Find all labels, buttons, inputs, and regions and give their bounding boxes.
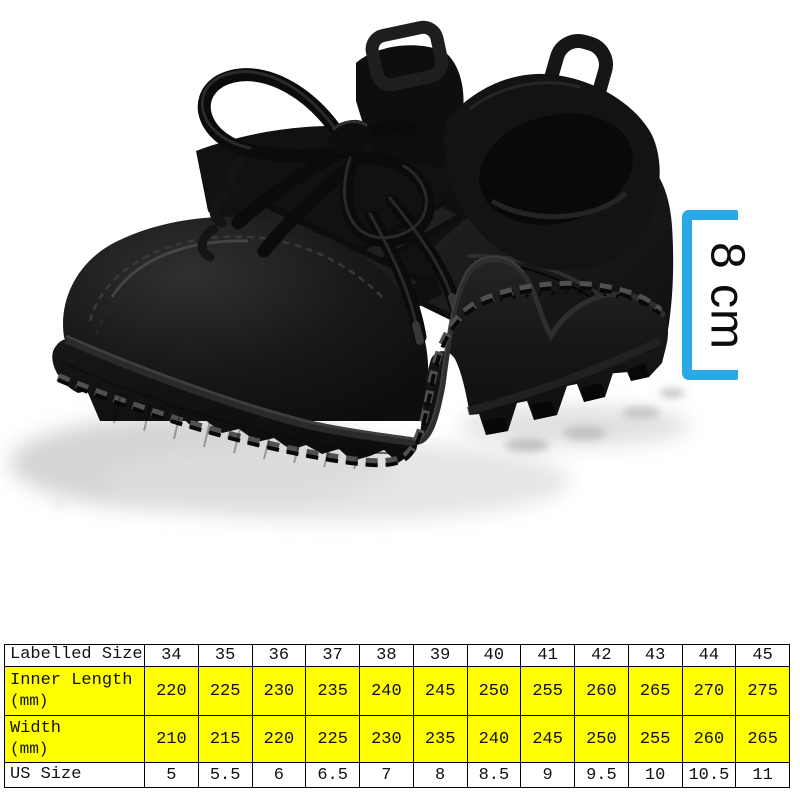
size-value-cell: 41 [520,644,575,667]
size-value-cell: 260 [681,715,737,763]
size-value-cell: 235 [305,666,360,716]
size-value-cell: 35 [197,644,253,667]
sole-stitching [56,280,663,468]
sole-tread [467,337,662,435]
product-photo-area: 8 cm [10,20,754,521]
size-value-cell: 45 [735,644,790,667]
size-value-cell: 34 [144,644,199,667]
size-value-cell: 260 [574,666,629,716]
toe-cap [63,216,429,421]
size-value-cell: 240 [466,715,522,763]
size-value-cell: 265 [627,666,683,716]
size-value-cell: 6 [251,762,307,788]
size-value-cell: 10.5 [681,762,737,788]
height-bracket [682,210,738,380]
size-value-cell: 11 [735,762,790,788]
sole-texture [113,396,361,470]
size-value-cell: 38 [359,644,414,667]
size-value-cell: 36 [251,644,307,667]
size-value-cell: 245 [412,666,468,716]
size-value-cell: 8.5 [466,762,522,788]
size-value-cell: 235 [412,715,468,763]
size-value-cell: 250 [574,715,629,763]
size-value-cell: 5.5 [197,762,253,788]
size-value-cell: 245 [520,715,575,763]
table-row: Width (mm) 210 215 220 225 230 235 240 245 250 255 2… [4,715,790,763]
size-value-cell: 220 [251,715,307,763]
size-value-cell: 225 [305,715,360,763]
size-value-cell: 230 [251,666,307,716]
table-row: Inner Length (mm) 220 225 230 235 240 245 250 255… [4,666,790,716]
size-value-cell: 210 [144,715,199,763]
row-header-cell: US Size [4,762,145,788]
size-value-cell: 220 [144,666,199,716]
size-value-cell: 230 [359,715,414,763]
laces [197,68,463,345]
sole-wave-edge [413,255,667,445]
row-header-unit: (mm) [10,691,49,710]
table-row: US Size 5 5.5 6 6.5 7 8 8.5 9 9.5 10 10.5 11 [4,762,790,788]
size-chart-table: Labelled Size 34 35 36 37 38 39 40 41 42 43 44 45 Inn… [4,644,790,788]
size-value-cell: 215 [197,715,253,763]
size-value-cell: 39 [412,644,468,667]
size-value-cell: 5 [144,762,199,788]
size-value-cell: 270 [681,666,737,716]
size-value-cell: 240 [359,666,414,716]
sole-silhouette [52,259,669,463]
size-value-cell: 10 [627,762,683,788]
size-value-cell: 225 [197,666,253,716]
size-value-cell: 43 [627,644,683,667]
lace-knot [328,119,372,155]
platform-sole [52,255,669,470]
size-value-cell: 9.5 [574,762,629,788]
size-value-cell: 255 [627,715,683,763]
table-row: Labelled Size 34 35 36 37 38 39 40 41 42 43 44 45 [4,644,790,667]
row-header-cell: Inner Length (mm) [4,666,145,716]
size-value-cell: 255 [520,666,575,716]
size-value-cell: 7 [359,762,414,788]
size-value-cell: 9 [520,762,575,788]
tongue-tab-loop [365,20,449,92]
row-header-cell: Labelled Size [4,644,145,667]
size-value-cell: 44 [681,644,737,667]
size-value-cell: 8 [412,762,468,788]
ankle-collar [443,73,660,271]
size-value-cell: 250 [466,666,522,716]
row-header-cell: Width (mm) [4,715,145,763]
size-value-cell: 42 [574,644,629,667]
size-value-cell: 40 [466,644,522,667]
size-value-cell: 275 [735,666,790,716]
sole-rim [59,334,415,455]
row-header-unit: (mm) [10,739,49,758]
eyelet-loops [197,156,247,262]
shoe-photo [10,20,690,521]
height-label: 8 cm [700,241,754,351]
size-value-cell: 37 [305,644,360,667]
size-value-cell: 6.5 [305,762,360,788]
size-value-cell: 265 [735,715,790,763]
